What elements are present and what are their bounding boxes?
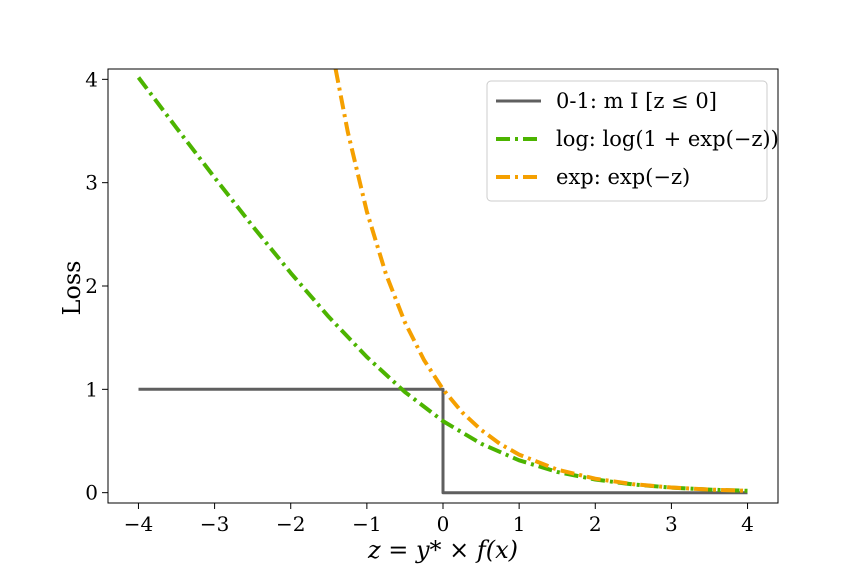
y-tick-label: 2 <box>85 274 98 298</box>
legend: 0-1: m I [z ≤ 0] log: log(1 + exp(−z)) exp… <box>486 80 779 202</box>
x-axis-ticks: −4 −3 −2 −1 0 1 2 3 4 <box>124 503 754 536</box>
y-tick-label: 1 <box>85 377 98 401</box>
y-tick-label: 4 <box>85 67 98 91</box>
legend-box <box>486 80 768 202</box>
y-tick-label: 0 <box>85 481 98 505</box>
x-tick-label: 0 <box>437 512 450 536</box>
x-tick-label: −3 <box>200 512 229 536</box>
series-line-3 <box>333 69 748 493</box>
series-layer <box>136 69 748 495</box>
y-axis-ticks: 0 1 2 3 4 <box>85 67 108 505</box>
x-axis-label: z = y* × f(x) <box>367 536 518 564</box>
x-tick-label: 1 <box>513 512 526 536</box>
legend-label-2: log: log(1 + exp(−z)) <box>556 127 779 151</box>
y-axis-label: Loss <box>58 260 86 315</box>
x-tick-label: −4 <box>124 512 153 536</box>
x-tick-label: −1 <box>352 512 381 536</box>
x-tick-label: 3 <box>665 512 678 536</box>
x-tick-label: −2 <box>276 512 305 536</box>
x-tick-label: 4 <box>741 512 754 536</box>
y-tick-label: 3 <box>85 171 98 195</box>
series-line-1 <box>138 387 748 495</box>
x-tick-label: 2 <box>589 512 602 536</box>
legend-label-1: 0-1: m I [z ≤ 0] <box>556 89 717 113</box>
legend-label-3: exp: exp(−z) <box>556 165 690 189</box>
